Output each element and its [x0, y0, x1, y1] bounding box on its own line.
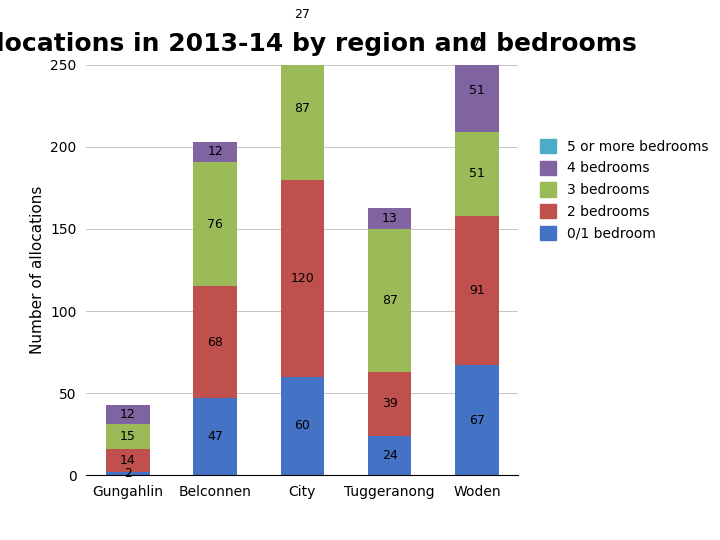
Text: 51: 51: [469, 167, 485, 180]
Text: 39: 39: [382, 397, 397, 410]
Bar: [368, 372, 412, 436]
Bar: [106, 404, 150, 424]
Text: 15: 15: [120, 430, 136, 443]
Text: 76: 76: [207, 218, 223, 231]
Text: 24: 24: [382, 449, 397, 462]
Text: 12: 12: [207, 145, 223, 158]
Bar: [281, 377, 324, 475]
Legend: 5 or more bedrooms, 4 bedrooms, 3 bedrooms, 2 bedrooms, 0/1 bedroom: 5 or more bedrooms, 4 bedrooms, 3 bedroo…: [534, 133, 714, 246]
Title: Allocations in 2013-14 by region and bedrooms: Allocations in 2013-14 by region and bed…: [0, 32, 636, 56]
Bar: [193, 398, 237, 475]
Text: 68: 68: [207, 336, 223, 349]
Bar: [455, 216, 499, 365]
Text: 51: 51: [469, 84, 485, 97]
Bar: [455, 49, 499, 132]
Text: 12: 12: [120, 408, 136, 421]
Bar: [368, 207, 412, 229]
Bar: [455, 37, 499, 49]
Text: 7: 7: [473, 36, 481, 49]
Text: 47: 47: [207, 430, 223, 443]
Bar: [455, 365, 499, 475]
Text: 13: 13: [382, 212, 397, 225]
Bar: [281, 37, 324, 180]
Bar: [368, 436, 412, 475]
Text: 27: 27: [294, 8, 310, 21]
Text: 67: 67: [469, 414, 485, 427]
Text: 91: 91: [469, 284, 485, 297]
Text: 14: 14: [120, 454, 136, 467]
Bar: [455, 132, 499, 216]
Text: 60: 60: [294, 420, 310, 433]
Text: 2: 2: [124, 467, 132, 480]
Y-axis label: Number of allocations: Number of allocations: [30, 186, 45, 354]
Bar: [193, 142, 237, 161]
Bar: [281, 0, 324, 37]
Bar: [106, 449, 150, 472]
Text: 120: 120: [291, 272, 314, 285]
Bar: [281, 180, 324, 377]
Bar: [106, 424, 150, 449]
Bar: [368, 229, 412, 372]
Text: 87: 87: [382, 294, 397, 307]
Bar: [106, 472, 150, 475]
Text: 87: 87: [294, 102, 310, 115]
Bar: [193, 161, 237, 286]
Bar: [193, 286, 237, 398]
